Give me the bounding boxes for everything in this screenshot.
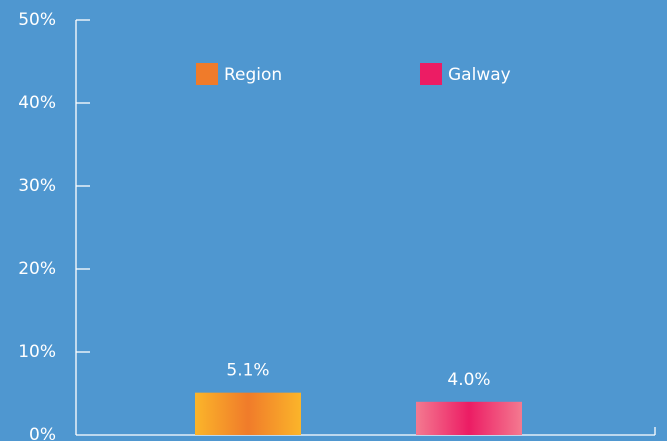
y-tick-label: 40% xyxy=(18,93,56,113)
legend-swatch xyxy=(420,63,442,85)
bar xyxy=(195,392,301,435)
value-label: 4.0% xyxy=(447,370,490,390)
legend-label: Galway xyxy=(448,65,511,85)
bar xyxy=(416,401,522,435)
y-tick-label: 20% xyxy=(18,259,56,279)
legend-label: Region xyxy=(224,65,282,85)
y-tick-label: 10% xyxy=(18,342,56,362)
y-tick-label: 30% xyxy=(18,176,56,196)
y-tick-label: 50% xyxy=(18,10,56,30)
value-label: 5.1% xyxy=(226,361,269,381)
y-tick-label: 0% xyxy=(29,425,56,441)
legend-swatch xyxy=(196,63,218,85)
